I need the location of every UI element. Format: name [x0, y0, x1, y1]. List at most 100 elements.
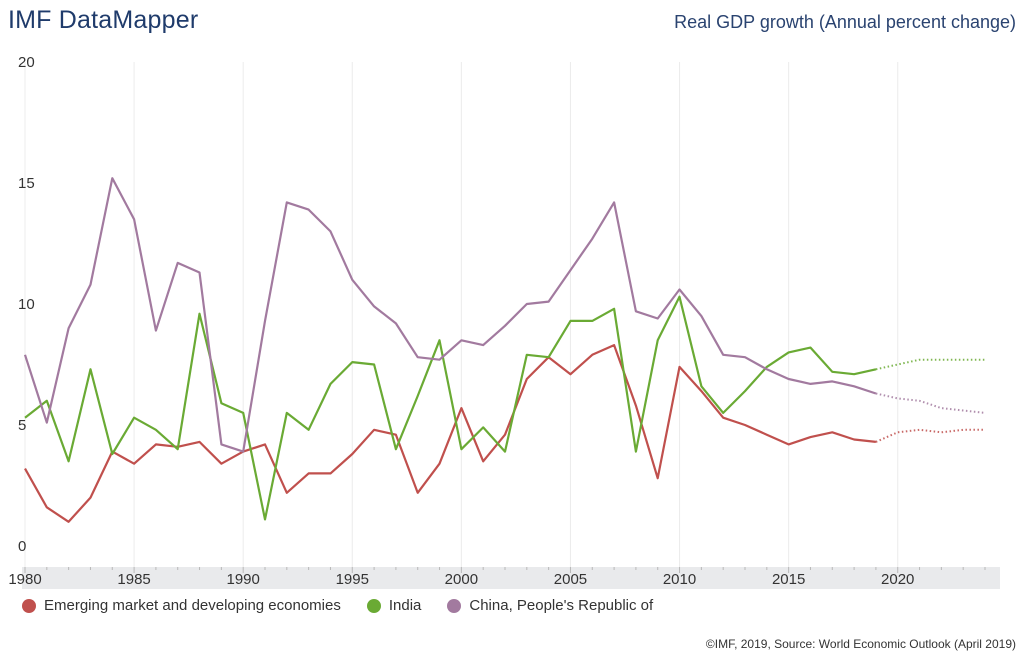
data-point[interactable] [87, 495, 93, 501]
data-point[interactable] [589, 236, 595, 242]
data-point[interactable] [218, 461, 224, 467]
data-point[interactable] [240, 410, 246, 416]
data-point[interactable] [349, 451, 355, 457]
series-line-2[interactable] [23, 177, 877, 453]
data-point[interactable] [87, 366, 93, 372]
data-point[interactable] [938, 405, 944, 411]
data-point[interactable] [306, 207, 312, 213]
data-point[interactable] [393, 446, 399, 452]
data-point[interactable] [415, 490, 421, 496]
data-point[interactable] [938, 357, 944, 363]
data-point[interactable] [589, 318, 595, 324]
data-point[interactable] [698, 313, 704, 319]
data-point[interactable] [633, 449, 639, 455]
data-point[interactable] [764, 432, 770, 438]
data-point[interactable] [153, 328, 159, 334]
legend-item-china[interactable]: China, People's Republic of [447, 597, 653, 614]
data-point[interactable] [284, 199, 290, 205]
data-point[interactable] [44, 504, 50, 510]
data-point[interactable] [306, 470, 312, 476]
series-line-1[interactable] [24, 295, 877, 521]
data-point[interactable] [807, 434, 813, 440]
data-point[interactable] [349, 359, 355, 365]
data-point[interactable] [633, 403, 639, 409]
data-point[interactable] [415, 354, 421, 360]
data-point[interactable] [807, 345, 813, 351]
data-point[interactable] [284, 410, 290, 416]
data-point[interactable] [873, 391, 879, 397]
data-point[interactable] [458, 337, 464, 343]
legend-item-emde[interactable]: Emerging market and developing economies [22, 597, 341, 614]
data-point[interactable] [502, 323, 508, 329]
data-point[interactable] [66, 325, 72, 331]
series-projection-0[interactable] [875, 428, 985, 443]
data-point[interactable] [480, 458, 486, 464]
data-point[interactable] [44, 420, 50, 426]
data-point[interactable] [66, 458, 72, 464]
data-point[interactable] [524, 376, 530, 382]
data-point[interactable] [480, 342, 486, 348]
data-point[interactable] [349, 277, 355, 283]
data-point[interactable] [109, 175, 115, 181]
data-point[interactable] [895, 429, 901, 435]
data-point[interactable] [371, 303, 377, 309]
data-point[interactable] [633, 308, 639, 314]
data-point[interactable] [720, 352, 726, 358]
data-point[interactable] [873, 366, 879, 372]
series-projection-1[interactable] [875, 358, 985, 371]
data-point[interactable] [502, 449, 508, 455]
data-point[interactable] [786, 376, 792, 382]
data-point[interactable] [917, 357, 923, 363]
data-point[interactable] [524, 301, 530, 307]
data-point[interactable] [131, 216, 137, 222]
data-point[interactable] [197, 311, 203, 317]
data-point[interactable] [87, 282, 93, 288]
data-point[interactable] [982, 357, 988, 363]
data-point[interactable] [982, 427, 988, 433]
data-point[interactable] [611, 306, 617, 312]
data-point[interactable] [851, 383, 857, 389]
data-point[interactable] [764, 366, 770, 372]
data-point[interactable] [131, 461, 137, 467]
data-point[interactable] [546, 354, 552, 360]
data-point[interactable] [153, 441, 159, 447]
data-point[interactable] [677, 294, 683, 300]
data-point[interactable] [655, 475, 661, 481]
data-point[interactable] [567, 267, 573, 273]
data-point[interactable] [960, 357, 966, 363]
data-point[interactable] [895, 362, 901, 368]
data-point[interactable] [851, 437, 857, 443]
data-point[interactable] [742, 354, 748, 360]
data-point[interactable] [437, 461, 443, 467]
data-point[interactable] [938, 429, 944, 435]
data-point[interactable] [807, 381, 813, 387]
data-point[interactable] [109, 451, 115, 457]
data-point[interactable] [306, 427, 312, 433]
data-point[interactable] [567, 318, 573, 324]
data-point[interactable] [437, 357, 443, 363]
data-point[interactable] [22, 415, 28, 421]
data-point[interactable] [262, 441, 268, 447]
data-point[interactable] [917, 427, 923, 433]
data-point[interactable] [895, 395, 901, 401]
data-point[interactable] [873, 439, 879, 445]
data-point[interactable] [437, 337, 443, 343]
data-point[interactable] [22, 352, 28, 358]
data-point[interactable] [611, 342, 617, 348]
data-point[interactable] [327, 228, 333, 234]
data-point[interactable] [611, 199, 617, 205]
data-point[interactable] [327, 470, 333, 476]
data-point[interactable] [655, 337, 661, 343]
data-point[interactable] [480, 424, 486, 430]
data-point[interactable] [240, 449, 246, 455]
data-point[interactable] [153, 427, 159, 433]
data-point[interactable] [655, 316, 661, 322]
data-point[interactable] [371, 427, 377, 433]
data-point[interactable] [786, 441, 792, 447]
data-point[interactable] [197, 270, 203, 276]
data-point[interactable] [524, 352, 530, 358]
series-line-0[interactable] [24, 344, 877, 523]
data-point[interactable] [458, 446, 464, 452]
data-point[interactable] [175, 446, 181, 452]
data-point[interactable] [175, 260, 181, 266]
